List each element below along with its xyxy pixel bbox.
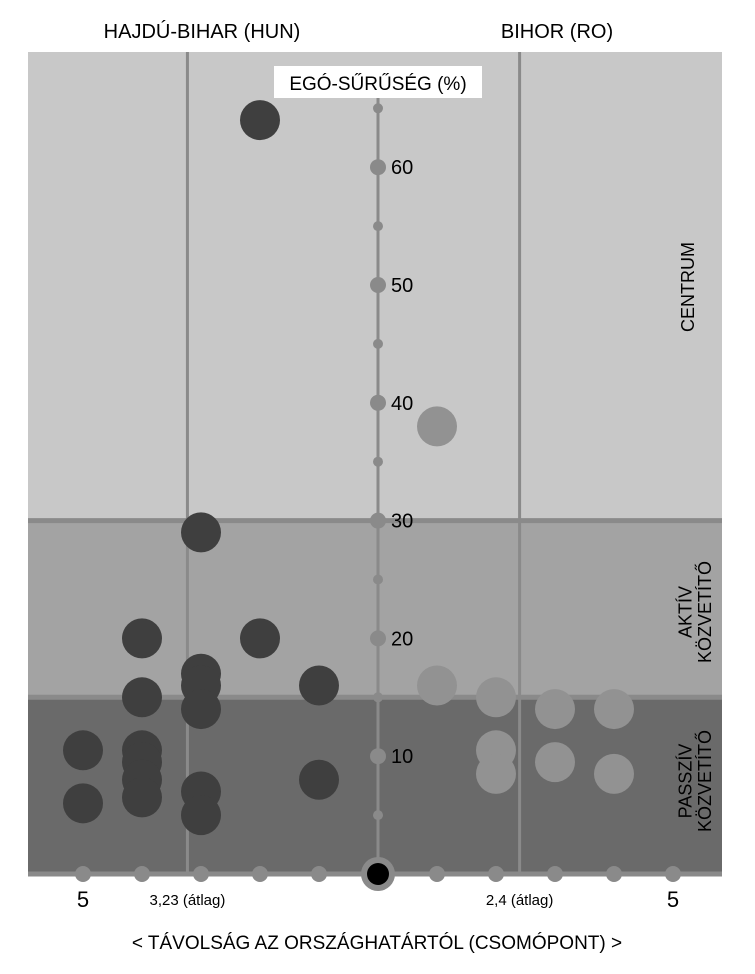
data-point-series-0 [181, 795, 221, 836]
x-tick-dot [311, 866, 327, 882]
data-point-series-0 [181, 689, 221, 730]
y-axis-title: EGÓ-SŰRŰSÉG (%) [289, 73, 466, 95]
data-point-series-0 [240, 618, 280, 659]
y-tick-label: 40 [391, 393, 413, 415]
average-label: 2,4 (átlag) [486, 892, 554, 909]
zone-label-centrum: CENTRUM [678, 242, 698, 332]
y-tick-dot-minor [373, 456, 383, 467]
zone-label-line: KÖZVETÍTŐ [694, 561, 715, 663]
y-tick-dot-minor [373, 221, 383, 232]
y-tick-dot-minor [373, 338, 383, 349]
y-tick-dot-major [370, 748, 386, 765]
y-axis-title-box [274, 66, 482, 98]
zone-label-line: PASSZÍV [675, 744, 695, 819]
x-tick-dot [488, 866, 504, 882]
data-point-series-1 [476, 753, 516, 794]
gridlines [185, 52, 522, 874]
x-tick-label: 5 [667, 887, 679, 912]
data-point-series-1 [594, 689, 634, 730]
zone-band-1 [28, 520, 722, 698]
x-tick-dot [75, 866, 91, 882]
origin-marker [367, 863, 389, 885]
zone-label-aktiv: AKTÍVKÖZVETÍTŐ [675, 561, 715, 663]
y-tick-dot-minor [373, 574, 383, 585]
x-tick-dot [429, 866, 445, 882]
y-tick-dot-major [370, 394, 386, 411]
y-tick-label: 50 [391, 275, 413, 297]
x-tick-dot [193, 866, 209, 882]
left-region-label: HAJDÚ-BIHAR (HUN) [104, 20, 301, 43]
data-point-series-0 [181, 512, 221, 553]
y-tick-label: 60 [391, 157, 413, 179]
data-point-series-0 [63, 730, 103, 771]
data-point-series-0 [299, 759, 339, 800]
zone-label-line: AKTÍV [675, 586, 695, 638]
data-point-series-0 [299, 665, 339, 706]
x-tick-dot [665, 866, 681, 882]
x-tick-dot [252, 866, 268, 882]
x-tick-label: 5 [77, 887, 89, 912]
zone-label-passziv: PASSZÍVKÖZVETÍTŐ [675, 730, 715, 832]
data-point-series-0 [122, 777, 162, 818]
data-point-series-1 [476, 677, 516, 718]
y-tick-dot-major [370, 277, 386, 293]
data-point-series-1 [417, 406, 457, 447]
average-label: 3,23 (átlag) [149, 892, 225, 909]
x-tick-dot [547, 866, 563, 882]
data-point-series-0 [122, 618, 162, 659]
y-axis: 10 20 30 40 50 60 [370, 92, 413, 874]
y-tick-label: 10 [391, 746, 413, 768]
right-region-label: BIHOR (RO) [501, 21, 613, 43]
x-tick-dot [134, 866, 150, 882]
x-axis: 5 5 3,23 (átlag) 2,4 (átlag) [28, 857, 722, 912]
y-tick-label: 20 [391, 628, 413, 650]
y-tick-label: 30 [391, 511, 413, 533]
data-point-series-0 [63, 783, 103, 824]
y-tick-dot-minor [373, 103, 383, 114]
x-tick-dot [606, 866, 622, 882]
y-tick-dot-major [370, 630, 386, 647]
y-tick-dot-major [370, 159, 386, 176]
y-tick-dot-minor [373, 692, 383, 703]
data-point-series-1 [417, 665, 457, 706]
data-point-series-1 [594, 753, 634, 794]
data-point-series-0 [122, 677, 162, 718]
y-tick-dot-major [370, 512, 386, 529]
data-point-series-1 [535, 689, 575, 730]
data-points [63, 100, 634, 836]
data-point-series-1 [535, 742, 575, 783]
data-point-series-0 [240, 100, 280, 141]
zone-label-line: KÖZVETÍTŐ [694, 730, 715, 832]
x-axis-title: < TÁVOLSÁG AZ ORSZÁGHATÁRTÓL (CSOMÓPONT)… [132, 932, 622, 954]
y-tick-dot-minor [373, 810, 383, 821]
